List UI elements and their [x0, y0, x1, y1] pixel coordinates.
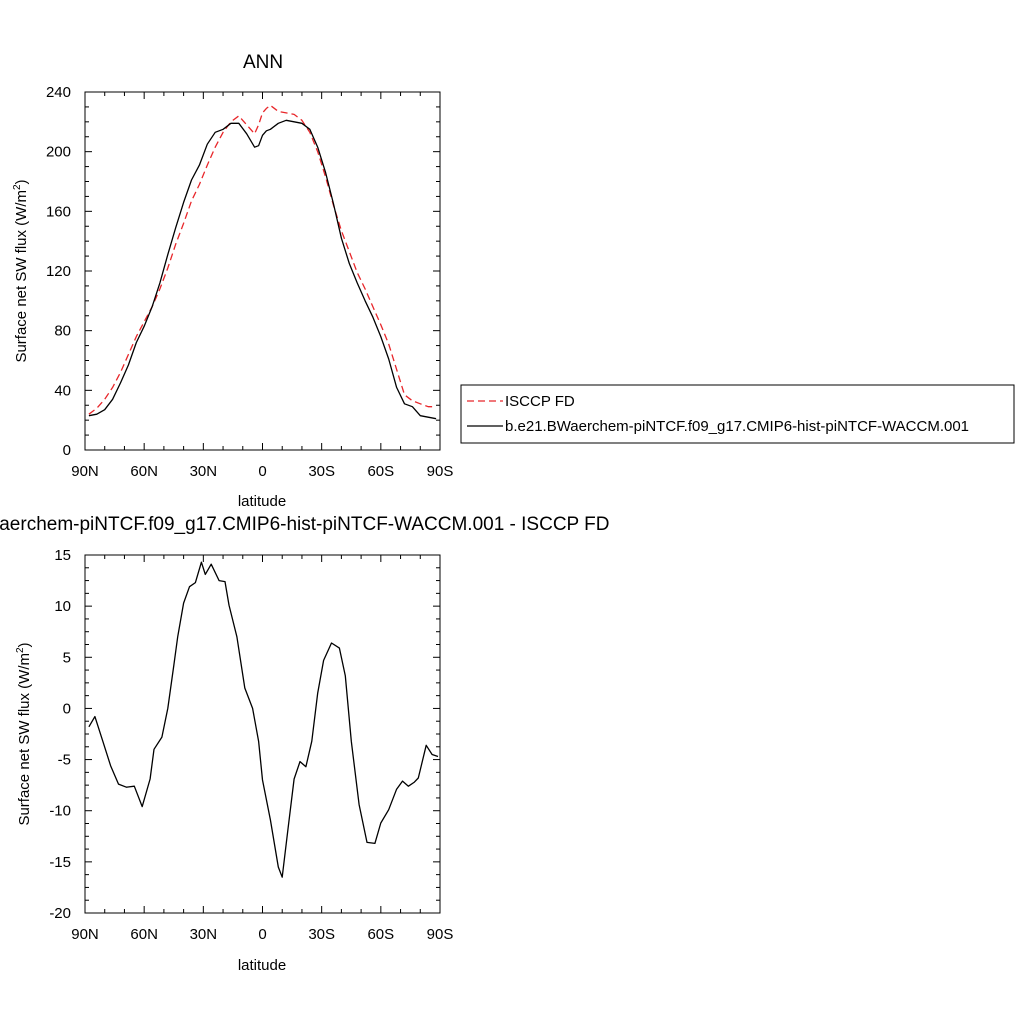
- top-x-tick-label: 90N: [71, 463, 99, 480]
- top-y-tick-label: 40: [54, 382, 71, 399]
- bottom-x-tick-label: 60N: [130, 926, 158, 943]
- top-y-tick-label: 120: [46, 263, 71, 280]
- top-panel: ANN 90N 60N 30N 0 30S 60S 90S 0 40 80 120 160 200 240…: [12, 52, 453, 510]
- bottom-y-tick-label: 10: [54, 598, 71, 615]
- bottom-chart-title: b.e21.BWaerchem-piNTCF.f09_g17.CMIP6-his…: [0, 514, 609, 535]
- top-y-tick-label: 80: [54, 323, 71, 340]
- legend-label-model: b.e21.BWaerchem-piNTCF.f09_g17.CMIP6-his…: [505, 418, 969, 435]
- top-x-axis-label: latitude: [238, 493, 286, 510]
- bottom-x-tick-label: 90S: [427, 926, 454, 943]
- bottom-y-axis-label: Surface net SW flux (W/m2): [15, 642, 33, 825]
- bottom-y-tick-label: -10: [49, 803, 71, 820]
- legend-label-isccp: ISCCP FD: [505, 393, 575, 410]
- bottom-y-tick-label: 5: [63, 649, 71, 666]
- top-x-tick-label: 90S: [427, 463, 454, 480]
- top-y-tick-label: 0: [63, 442, 71, 459]
- bottom-x-tick-label: 0: [258, 926, 266, 943]
- legend-box: [460, 384, 1015, 444]
- top-x-tick-label: 0: [258, 463, 266, 480]
- top-x-tick-label: 30N: [190, 463, 218, 480]
- bottom-y-tick-label: 15: [54, 547, 71, 564]
- bottom-y-tick-label: -20: [49, 905, 71, 922]
- top-series-group: [88, 104, 437, 420]
- bottom-y-tick-label: 0: [63, 700, 71, 717]
- bottom-x-axis-label: latitude: [238, 957, 286, 974]
- top-y-axis-label: Surface net SW flux (W/m2): [12, 179, 30, 362]
- top-x-tick-label: 60S: [367, 463, 394, 480]
- bottom-panel: b.e21.BWaerchem-piNTCF.f09_g17.CMIP6-his…: [0, 514, 609, 974]
- top-y-tick-label: 240: [46, 84, 71, 101]
- bottom-x-tick-label: 30S: [308, 926, 335, 943]
- top-axes: 90N 60N 30N 0 30S 60S 90S 0 40 80 120 160 200 240: [46, 84, 453, 480]
- legend: ISCCP FD b.e21.BWaerchem-piNTCF.f09_g17.…: [460, 384, 1015, 444]
- top-y-tick-label: 200: [46, 144, 71, 161]
- top-x-tick-label: 60N: [130, 463, 158, 480]
- top-y-tick-label: 160: [46, 203, 71, 220]
- top-series-line-1: [88, 119, 437, 420]
- top-plot-frame: [84, 91, 441, 451]
- bottom-x-tick-label: 30N: [190, 926, 218, 943]
- top-series-line-0: [88, 104, 437, 415]
- bottom-series-group: [88, 561, 439, 878]
- bottom-plot-frame: [84, 554, 441, 914]
- bottom-y-tick-label: -15: [49, 854, 71, 871]
- bottom-x-tick-label: 90N: [71, 926, 99, 943]
- bottom-y-tick-label: -5: [58, 752, 71, 769]
- bottom-series-line-0: [88, 561, 439, 878]
- bottom-axes: 90N 60N 30N 0 30S 60S 90S -20 -15 -10 -5 0 5 10 15: [49, 547, 453, 943]
- top-x-tick-label: 30S: [308, 463, 335, 480]
- bottom-x-tick-label: 60S: [367, 926, 394, 943]
- top-chart-title: ANN: [243, 52, 283, 73]
